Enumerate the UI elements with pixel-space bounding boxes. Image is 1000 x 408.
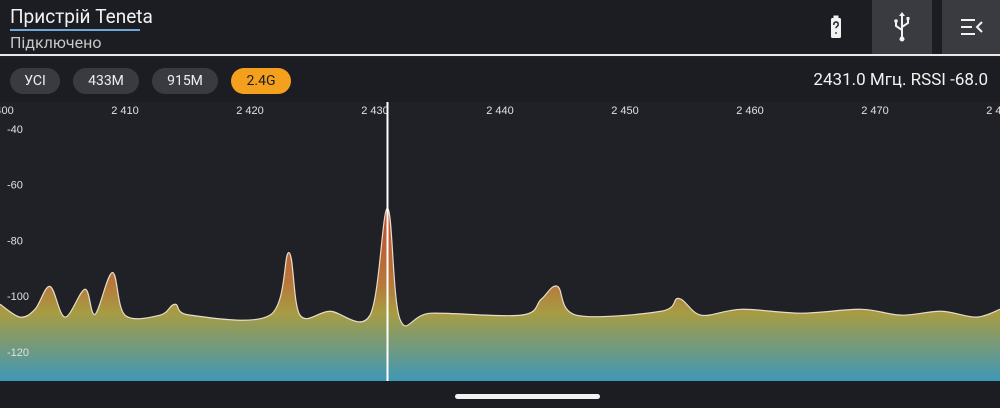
band-filter[interactable]: 2.4G: [231, 68, 291, 94]
title-underline: [10, 29, 140, 31]
usb-icon: [894, 12, 910, 42]
home-indicator: [455, 394, 600, 399]
battery-button[interactable]: [815, 0, 857, 54]
battery-icon: [831, 15, 841, 38]
cursor-readout: 2431.0 Мгц. RSSI -68.0: [813, 70, 988, 90]
x-tick-label: 2 470: [861, 105, 889, 117]
device-title: Пристрій Teneta: [10, 5, 153, 28]
x-tick-label: 2 400: [0, 105, 14, 117]
menu-button[interactable]: [942, 0, 1000, 54]
y-tick-label: -100: [7, 291, 29, 303]
x-tick-label: 2 460: [736, 105, 764, 117]
filter-bar: 2431.0 Мгц. RSSI -68.0 УСІ 433M 915M 2.4G: [0, 58, 1000, 102]
nav-bar: [0, 381, 1000, 408]
top-bar: Пристрій Teneta Підключено: [0, 0, 1000, 56]
x-tick-label: 2 440: [486, 105, 514, 117]
spectrum-area: [0, 208, 1000, 381]
spectrum-chart: 2 400 2 410 2 420 2 430 2 440 2 450 2 460 2 470…: [0, 102, 1000, 381]
x-tick-label: 2 430: [361, 105, 389, 117]
x-tick-label: 2 480: [986, 105, 1000, 117]
y-tick-label: -40: [7, 124, 23, 136]
band-filter[interactable]: УСІ: [10, 68, 60, 94]
x-tick-label: 2 420: [236, 105, 264, 117]
connection-status: Підключено: [10, 33, 102, 52]
y-tick-label: -80: [7, 235, 23, 247]
usb-button[interactable]: [872, 0, 932, 54]
y-tick-label: -120: [7, 347, 29, 359]
x-tick-label: 2 450: [611, 105, 639, 117]
band-filter[interactable]: 433M: [73, 68, 139, 94]
spectrum-line: [0, 207, 1000, 327]
band-filter[interactable]: 915M: [152, 68, 218, 94]
x-tick-label: 2 410: [111, 105, 139, 117]
y-tick-label: -60: [7, 180, 23, 192]
menu-icon: [961, 19, 983, 35]
